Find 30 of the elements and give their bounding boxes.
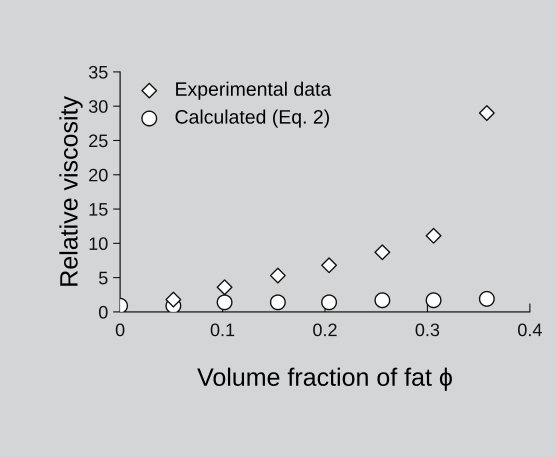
point	[270, 294, 286, 310]
x-tick-label: 0.2	[313, 323, 337, 336]
y-tick-label: 15	[90, 203, 108, 216]
point	[426, 292, 442, 308]
point	[478, 105, 495, 122]
x-tick-label: 0.4	[518, 323, 542, 336]
legend-label: Experimental data	[176, 82, 332, 100]
point	[321, 294, 338, 310]
x-tick-label: 0	[116, 323, 124, 336]
point	[216, 294, 233, 310]
y-tick-label: 10	[90, 237, 108, 250]
x-tick-label: 0.1	[210, 323, 234, 336]
y-tick-label: 25	[89, 134, 108, 148]
point	[216, 279, 233, 296]
y-tick-label: 35	[88, 66, 108, 79]
y-tick-label: 0	[98, 306, 108, 319]
x-axis-title: Volume fraction of fat ϕ	[197, 368, 452, 391]
point	[165, 292, 182, 308]
point	[270, 268, 286, 284]
point	[374, 292, 390, 308]
legend-label: Calculated (Eq. 2)	[176, 109, 329, 128]
y-axis-title: Relative viscosity	[59, 96, 83, 286]
y-tick-label: 5	[98, 272, 108, 284]
point	[426, 228, 442, 244]
y-tick-label: 30	[88, 100, 108, 113]
y-tick-label: 20	[89, 168, 108, 182]
point	[321, 257, 338, 274]
x-tick-label: 0.3	[416, 323, 440, 336]
point	[478, 290, 495, 307]
point	[374, 244, 390, 260]
